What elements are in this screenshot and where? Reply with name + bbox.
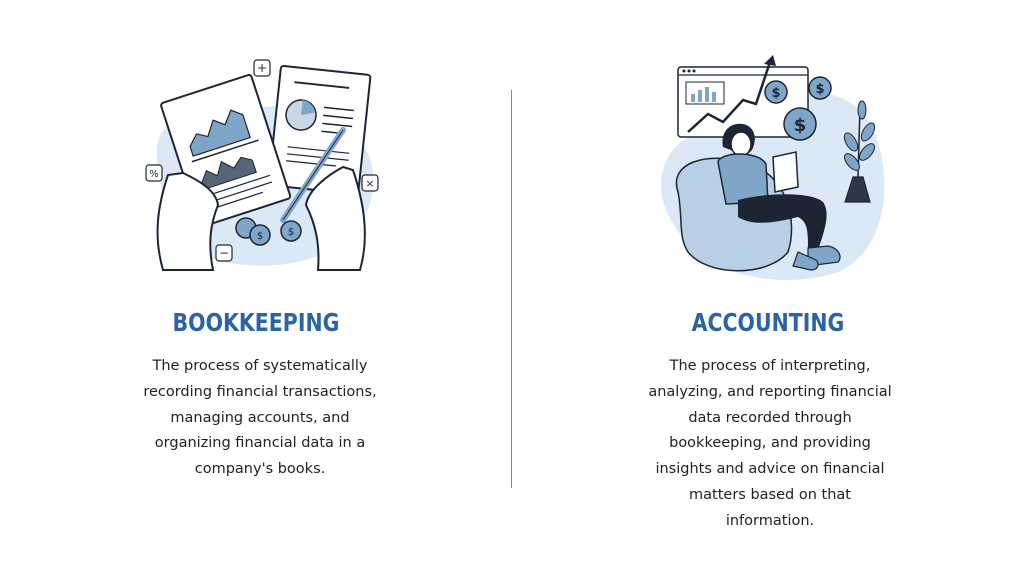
bookkeeping-description: The process of systematically recording … (143, 358, 377, 478)
svg-text:$: $ (257, 231, 263, 242)
svg-text:$: $ (288, 227, 294, 238)
svg-text:%: % (149, 169, 159, 180)
bookkeeping-column: $ $ + % × − BOOKKEEPING The process of s… (143, 59, 379, 478)
svg-text:×: × (365, 177, 374, 190)
bookkeeping-title: BOOKKEEPING (172, 308, 340, 337)
svg-text:$: $ (771, 86, 780, 101)
svg-text:−: − (219, 246, 229, 260)
accounting-description: The process of interpreting, analyzing, … (648, 358, 892, 529)
svg-text:$: $ (794, 115, 807, 136)
column-divider (511, 90, 512, 488)
bookkeeping-illustration-icon: $ $ + % × − (145, 59, 379, 271)
svg-text:$: $ (815, 82, 824, 97)
accounting-title: ACCOUNTING (691, 308, 845, 337)
svg-text:+: + (257, 61, 267, 75)
accounting-column: $ $ $ ACCOUNTING The process of interpre… (512, 0, 1024, 576)
accounting-illustration-icon: $ $ $ (661, 55, 885, 281)
